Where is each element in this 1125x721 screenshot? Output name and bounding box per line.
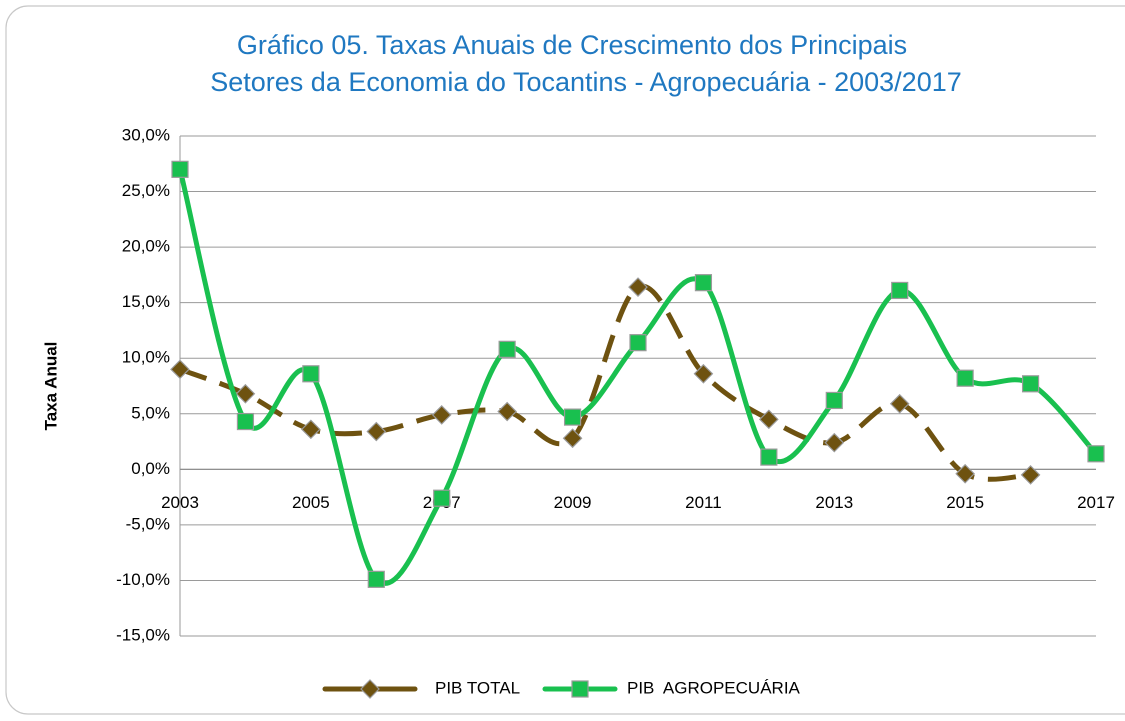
- data-point: [693, 363, 714, 384]
- y-axis-title: Taxa Anual: [41, 342, 60, 431]
- data-point: [759, 409, 779, 430]
- data-point: [694, 274, 713, 292]
- data-point: [1020, 465, 1041, 485]
- y-tick-label: 10,0%: [122, 348, 170, 367]
- data-point: [236, 412, 255, 431]
- y-tick-label: 20,0%: [122, 237, 170, 256]
- x-tick-label: 2009: [554, 493, 592, 512]
- data-point: [301, 419, 321, 440]
- x-tick-label: 2013: [815, 493, 853, 512]
- legend-marker: [571, 680, 589, 698]
- y-tick-label: -15,0%: [116, 625, 170, 644]
- data-point: [825, 391, 843, 410]
- data-point: [563, 408, 582, 426]
- chart-frame: [5, 5, 1125, 715]
- data-point: [1087, 445, 1105, 463]
- data-point: [171, 160, 189, 178]
- data-point: [628, 277, 648, 297]
- legend-label: PIB AGROPECUÁRIA: [627, 678, 801, 697]
- data-point: [956, 369, 974, 387]
- y-tick-label: -10,0%: [116, 570, 170, 589]
- legend-label: PIB TOTAL: [435, 678, 520, 697]
- data-point: [431, 405, 452, 425]
- data-point: [498, 340, 516, 358]
- data-point: [170, 359, 190, 380]
- data-point: [629, 334, 647, 352]
- legend-marker: [360, 679, 380, 699]
- x-tick-label: 2011: [685, 493, 722, 512]
- y-tick-label: 0,0%: [131, 459, 170, 478]
- data-point: [497, 401, 517, 422]
- y-tick-label: 15,0%: [122, 292, 170, 311]
- chart-title: Gráfico 05. Taxas Anuais de Crescimento …: [237, 30, 907, 60]
- chart-title: Setores da Economia do Tocantins - Agrop…: [210, 67, 962, 97]
- x-tick-label: 2003: [161, 493, 199, 512]
- data-point: [889, 393, 910, 414]
- x-tick-label: 2005: [292, 493, 330, 512]
- data-point: [433, 489, 451, 507]
- y-tick-label: 25,0%: [122, 181, 170, 200]
- data-point: [562, 428, 583, 449]
- y-tick-label: -5,0%: [126, 514, 170, 533]
- data-point: [891, 281, 909, 300]
- data-point: [760, 448, 778, 466]
- data-point: [367, 570, 385, 588]
- y-tick-label: 30,0%: [122, 125, 170, 144]
- data-point: [366, 421, 387, 442]
- data-point: [955, 463, 975, 484]
- x-tick-label: 2015: [946, 493, 984, 512]
- x-tick-label: 2017: [1077, 493, 1115, 512]
- data-point: [302, 365, 320, 383]
- data-point: [824, 432, 845, 453]
- y-tick-label: 5,0%: [131, 403, 170, 422]
- data-point: [1021, 375, 1040, 393]
- data-point: [235, 383, 256, 404]
